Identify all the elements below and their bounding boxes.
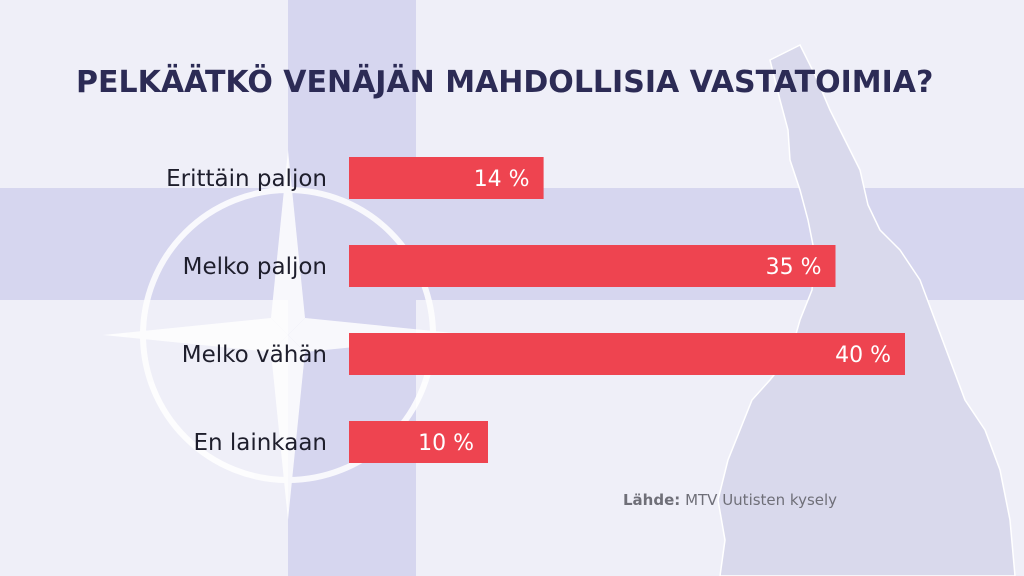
category-label: Melko vähän bbox=[182, 342, 327, 368]
finland-map-icon bbox=[717, 43, 1016, 576]
category-label: Melko paljon bbox=[183, 254, 327, 280]
data-label: 14 % bbox=[474, 167, 530, 192]
data-label: 10 % bbox=[418, 431, 474, 456]
bar-4 bbox=[349, 421, 488, 463]
source-note: Lähde: MTV Uutisten kysely bbox=[623, 491, 837, 509]
category-label: En lainkaan bbox=[193, 430, 327, 456]
data-label: 35 % bbox=[766, 255, 822, 280]
bar-1 bbox=[349, 157, 544, 199]
category-label: Erittäin paljon bbox=[166, 166, 327, 192]
bar-2 bbox=[349, 245, 836, 287]
chart-title: PELKÄÄTKÖ VENÄJÄN MAHDOLLISIA VASTATOIMI… bbox=[76, 63, 933, 100]
source-label: Lähde: bbox=[623, 491, 681, 509]
data-label: 40 % bbox=[835, 343, 891, 368]
bar-3 bbox=[349, 333, 905, 375]
source-text: MTV Uutisten kysely bbox=[685, 491, 838, 509]
